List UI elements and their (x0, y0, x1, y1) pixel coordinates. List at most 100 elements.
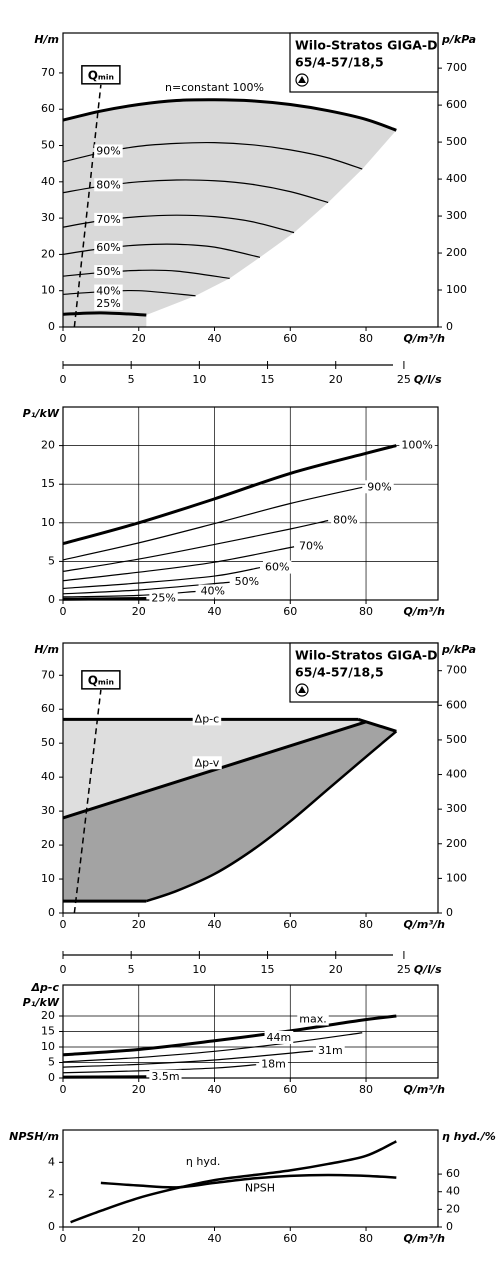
y2-tick-label: 0 (446, 906, 453, 919)
series-label: 90% (367, 480, 391, 493)
series-label: n=constant 100% (165, 81, 264, 94)
y2-tick-label: 600 (446, 98, 467, 111)
x-tick-label: 40 (208, 1083, 222, 1096)
y-tick-label: 0 (48, 320, 55, 333)
y2-tick-label: 600 (446, 698, 467, 711)
y2-tick-label: 40 (446, 1185, 460, 1198)
y2-axis-label: p/kPa (441, 643, 476, 656)
x-axis-label: Q/m³/h (404, 332, 446, 345)
x-tick-label: 25 (397, 373, 411, 386)
y-tick-label: 20 (41, 1009, 55, 1022)
x-tick-label: 60 (283, 1232, 297, 1245)
x-tick-label: 0 (60, 918, 67, 931)
series-label: Δp-v (195, 756, 220, 769)
y2-tick-label: 200 (446, 837, 467, 850)
x-axis-label: Q/m³/h (404, 918, 446, 931)
x-tick-label: 80 (359, 918, 373, 931)
y-tick-label: 0 (48, 1071, 55, 1084)
series-label: Δp-c (195, 712, 220, 725)
y-tick-label: 5 (48, 1056, 55, 1069)
y-axis-label: H/m (34, 643, 59, 656)
series-label: η hyd. (186, 1155, 220, 1168)
x-tick-label: 20 (329, 963, 343, 976)
y2-tick-label: 60 (446, 1167, 460, 1180)
y-tick-label: 40 (41, 770, 55, 783)
y2-tick-label: 0 (446, 320, 453, 333)
y-tick-label: 20 (41, 838, 55, 851)
y-tick-label: 15 (41, 477, 55, 490)
y-tick-label: 20 (41, 247, 55, 260)
x-tick-label: 25 (397, 963, 411, 976)
x-tick-label: 20 (132, 1083, 146, 1096)
series-label: 44m (267, 1031, 292, 1044)
x-tick-label: 80 (359, 1232, 373, 1245)
y-tick-label: 40 (41, 175, 55, 188)
x-tick-label: 80 (359, 1083, 373, 1096)
x-tick-label: 40 (208, 1232, 222, 1245)
x-tick-label: 40 (208, 918, 222, 931)
series-label: 70% (96, 213, 120, 226)
y-tick-label: 20 (41, 439, 55, 452)
y-tick-label: 0 (48, 593, 55, 606)
x-tick-label: 20 (329, 373, 343, 386)
series-label: 70% (299, 540, 323, 553)
series-label: NPSH (245, 1181, 275, 1194)
x-axis-label: Q/l/s (414, 963, 442, 976)
series-label: max. (299, 1012, 326, 1025)
series-label: 18m (261, 1058, 286, 1071)
x-tick-label: 0 (60, 1083, 67, 1096)
y2-tick-label: 400 (446, 172, 467, 185)
y2-tick-label: 0 (446, 1220, 453, 1233)
x-tick-label: 60 (283, 918, 297, 931)
y-tick-label: 4 (48, 1155, 55, 1168)
x-axis-label: Q/m³/h (404, 605, 446, 618)
series-label: 50% (96, 265, 120, 278)
series-label: 31m (318, 1044, 343, 1057)
y-tick-label: 70 (41, 668, 55, 681)
y-tick-label: 5 (48, 554, 55, 567)
y-tick-label: 0 (48, 906, 55, 919)
series-label: 90% (96, 144, 120, 157)
y-tick-label: 60 (41, 702, 55, 715)
qmin-label: Qₘᵢₙ (88, 673, 114, 687)
y2-axis-label: p/kPa (441, 33, 476, 46)
y2-tick-label: 700 (446, 61, 467, 74)
x-tick-label: 0 (60, 373, 67, 386)
x-tick-label: 10 (192, 963, 206, 976)
x-tick-label: 20 (132, 605, 146, 618)
x-tick-label: 0 (60, 1232, 67, 1245)
y2-tick-label: 400 (446, 768, 467, 781)
product-name: Wilo-Stratos GIGA-D (295, 38, 437, 53)
y-axis-label: P₁/kW (23, 407, 60, 420)
x-tick-label: 0 (60, 605, 67, 618)
x-tick-label: 40 (208, 332, 222, 345)
series-label: 80% (333, 513, 357, 526)
y-tick-label: 15 (41, 1025, 55, 1038)
series-label: 80% (96, 178, 120, 191)
x-tick-label: 20 (132, 918, 146, 931)
y2-tick-label: 20 (446, 1202, 460, 1215)
x-tick-label: 15 (261, 963, 275, 976)
y-tick-label: 50 (41, 139, 55, 152)
series-label: 60% (265, 561, 289, 574)
y-tick-label: 30 (41, 804, 55, 817)
y-tick-label: 30 (41, 211, 55, 224)
series-label: 25% (151, 591, 175, 604)
series-label: 40% (201, 585, 225, 598)
y-tick-label: 10 (41, 1040, 55, 1053)
y-axis-label: P₁/kW (23, 996, 60, 1009)
y2-axis-label: η hyd./% (442, 1130, 496, 1143)
series-label: 25% (96, 297, 120, 310)
x-tick-label: 80 (359, 332, 373, 345)
y-tick-label: 2 (48, 1188, 55, 1201)
x-tick-label: 60 (283, 332, 297, 345)
x-tick-label: 5 (128, 373, 135, 386)
y-tick-label: 50 (41, 736, 55, 749)
y-axis-label: H/m (34, 33, 59, 46)
series-label: 50% (235, 575, 259, 588)
series-label: 60% (96, 241, 120, 254)
series-label: 100% (401, 439, 432, 452)
x-tick-label: 40 (208, 605, 222, 618)
y2-tick-label: 500 (446, 135, 467, 148)
x-tick-label: 80 (359, 605, 373, 618)
